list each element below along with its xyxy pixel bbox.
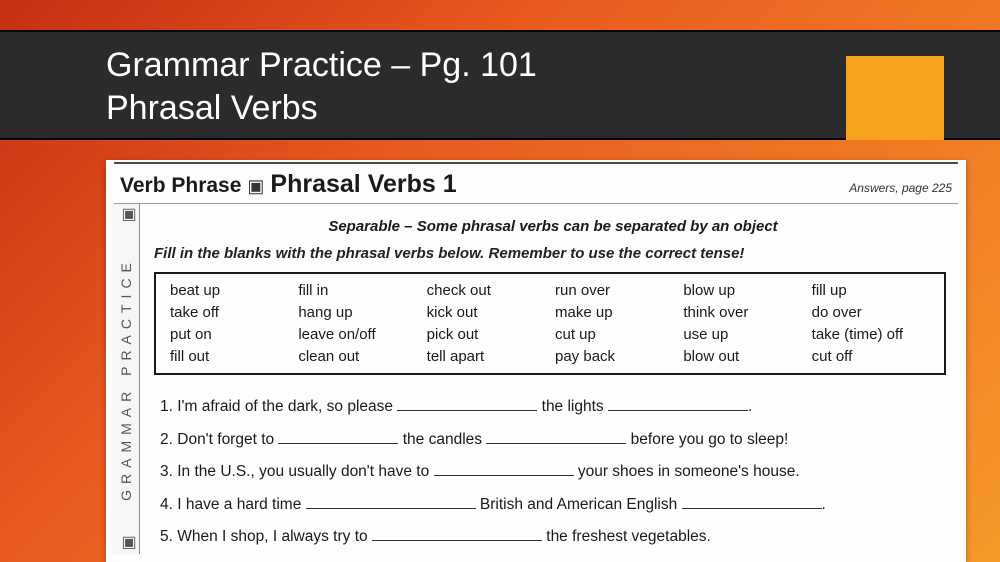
question-text: I'm afraid of the dark, so please	[177, 398, 397, 415]
blank-line	[608, 396, 748, 411]
worksheet-sidebar: ▣ GRAMMAR PRACTICE ▣	[112, 204, 140, 554]
sidebar-ornament-icon: ▣	[120, 206, 138, 224]
blank-line	[306, 494, 476, 509]
worksheet-header: Verb Phrase ▣ Phrasal Verbs 1 Answers, p…	[106, 164, 966, 203]
blank-line	[397, 396, 537, 411]
word-bank-item: run over	[555, 282, 673, 299]
word-bank-item: tell apart	[427, 348, 545, 365]
header-title: Phrasal Verbs 1	[270, 170, 456, 199]
question-text: .	[822, 496, 826, 513]
word-bank-item: make up	[555, 304, 673, 321]
blank-line	[434, 461, 574, 476]
question-item: 2. Don't forget to the candles before yo…	[160, 424, 952, 457]
sidebar-label: GRAMMAR PRACTICE	[118, 257, 134, 501]
question-text: the freshest vegetables.	[542, 528, 711, 545]
slide-title: Grammar Practice – Pg. 101 Phrasal Verbs	[106, 44, 537, 129]
word-bank-item: fill up	[812, 282, 930, 299]
accent-rectangle	[846, 56, 944, 140]
word-bank-item: think over	[683, 304, 801, 321]
sidebar-ornament-icon: ▣	[120, 534, 138, 552]
question-number: 2.	[160, 431, 173, 448]
question-item: 4. I have a hard time British and Americ…	[160, 489, 952, 522]
word-bank-item: do over	[812, 304, 930, 321]
word-bank-item: take (time) off	[812, 326, 930, 343]
word-bank-item: pay back	[555, 348, 673, 365]
question-number: 5.	[160, 528, 173, 545]
title-line-2: Phrasal Verbs	[106, 89, 318, 127]
blank-line	[486, 429, 626, 444]
question-text: the lights	[537, 398, 608, 415]
worksheet-body: ▣ GRAMMAR PRACTICE ▣ Separable – Some ph…	[106, 204, 966, 554]
question-text: Don't forget to	[177, 431, 278, 448]
answers-page-ref: Answers, page 225	[849, 181, 952, 195]
header-ornament-icon: ▣	[241, 176, 270, 197]
word-bank-item: use up	[683, 326, 801, 343]
slide-stage: Grammar Practice – Pg. 101 Phrasal Verbs…	[0, 0, 1000, 562]
word-bank-item: put on	[170, 326, 288, 343]
word-bank-item: check out	[427, 282, 545, 299]
question-text: In the U.S., you usually don't have to	[177, 463, 433, 480]
question-text: I have a hard time	[177, 496, 305, 513]
question-text: the candles	[398, 431, 486, 448]
word-bank-item: fill in	[298, 282, 416, 299]
question-item: 1. I'm afraid of the dark, so please the…	[160, 391, 952, 424]
word-bank-box: beat up fill in check out run over blow up fi…	[154, 272, 946, 375]
word-bank-item: kick out	[427, 304, 545, 321]
question-item: 5. When I shop, I always try to the fres…	[160, 521, 952, 554]
word-bank-item: leave on/off	[298, 326, 416, 343]
word-bank-item: hang up	[298, 304, 416, 321]
word-bank-item: cut off	[812, 348, 930, 365]
question-number: 3.	[160, 463, 173, 480]
header-prefix: Verb Phrase	[120, 174, 241, 198]
question-number: 4.	[160, 496, 173, 513]
question-item: 3. In the U.S., you usually don't have t…	[160, 456, 952, 489]
question-text: When I shop, I always try to	[177, 528, 372, 545]
question-text: .	[748, 398, 752, 415]
blank-line	[682, 494, 822, 509]
question-number: 1.	[160, 398, 173, 415]
instructions-part-a: Fill in the blanks with the phrasal verb…	[154, 245, 489, 262]
instructions-part-b: Remember to use the correct tense!	[489, 245, 745, 262]
word-bank-item: take off	[170, 304, 288, 321]
word-bank-item: blow up	[683, 282, 801, 299]
blank-line	[278, 429, 398, 444]
word-bank-item: fill out	[170, 348, 288, 365]
word-bank-item: beat up	[170, 282, 288, 299]
question-text: your shoes in someone's house.	[574, 463, 800, 480]
blank-line	[372, 526, 542, 541]
separable-note: Separable – Some phrasal verbs can be se…	[154, 204, 952, 245]
word-bank-item: blow out	[683, 348, 801, 365]
worksheet-scan: Verb Phrase ▣ Phrasal Verbs 1 Answers, p…	[106, 160, 966, 562]
word-bank-item: clean out	[298, 348, 416, 365]
question-text: British and American English	[476, 496, 682, 513]
word-bank-item: pick out	[427, 326, 545, 343]
question-text: before you go to sleep!	[626, 431, 788, 448]
title-line-1: Grammar Practice – Pg. 101	[106, 46, 537, 84]
questions-list: 1. I'm afraid of the dark, so please the…	[154, 391, 952, 554]
instructions: Fill in the blanks with the phrasal verb…	[154, 245, 952, 272]
word-bank-item: cut up	[555, 326, 673, 343]
